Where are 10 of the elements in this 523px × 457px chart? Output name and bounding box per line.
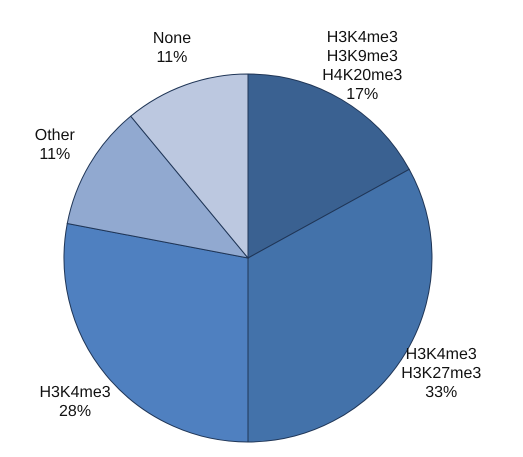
data-label: 11% <box>156 48 188 66</box>
data-label: 33% <box>425 384 458 401</box>
slice-label: H3K4me3 H3K27me3 <box>401 346 482 382</box>
slice-label: H3K4me3 <box>39 384 111 402</box>
data-label: 28% <box>59 403 92 420</box>
slice-label: None <box>152 30 192 47</box>
slice-label: Other <box>34 126 76 144</box>
data-label: 11% <box>39 146 70 163</box>
slice-label: H3K4me3 H3K9me3 H4K20me3 <box>322 28 402 84</box>
data-label: 17% <box>346 86 378 103</box>
